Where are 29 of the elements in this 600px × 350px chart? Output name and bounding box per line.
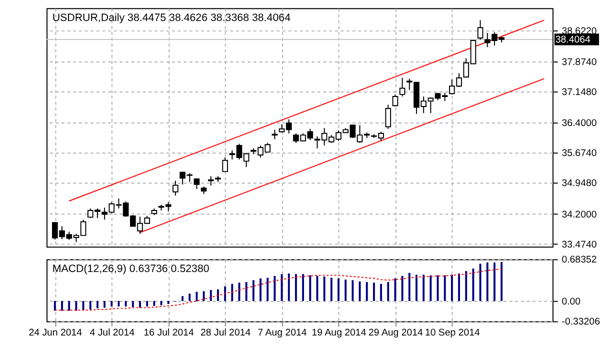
- candlestick: [399, 77, 406, 97]
- y-tick-label: 37.8740: [562, 56, 598, 68]
- chart-title: USDRUR,Daily 38.4475 38.4626 38.3368 38.4064: [52, 12, 291, 24]
- x-tick-label: 10 Sep 2014: [424, 327, 481, 338]
- x-tick-label: 4 Jul 2014: [90, 327, 136, 338]
- candlestick: [477, 20, 484, 40]
- x-tick-label: 7 Aug 2014: [258, 327, 308, 338]
- chart-title: MACD(12,26,9) 0.63736 0.52380: [52, 262, 210, 275]
- candlestick: [172, 180, 178, 196]
- x-tick-label: 19 Aug 2014: [312, 327, 367, 338]
- y-tick-label: 34.9480: [562, 178, 598, 190]
- y-tick-label: 35.6740: [562, 148, 598, 160]
- x-tick-label: 16 Jul 2014: [144, 327, 194, 338]
- candlestick: [222, 156, 228, 172]
- y-tick-label: 37.1480: [562, 87, 598, 98]
- y-tick-label: 0.68352: [562, 254, 597, 266]
- y-tick-label: 36.4000: [562, 118, 598, 130]
- candlestick: [392, 94, 398, 107]
- y-tick-label: 0.00: [562, 296, 582, 308]
- y-tick-label: 34.2000: [562, 209, 598, 220]
- candlestick: [385, 104, 392, 130]
- y-tick-label: 33.4740: [562, 239, 598, 250]
- ref-line-label: 38.4064: [555, 34, 592, 46]
- candlestick: [208, 176, 214, 186]
- y-tick-label: -0.33206: [562, 316, 600, 328]
- x-tick-label: 24 Jun 2014: [28, 327, 83, 338]
- x-tick-label: 28 Jul 2014: [200, 327, 252, 338]
- x-tick-label: 29 Aug 2014: [368, 327, 424, 338]
- candlestick: [194, 178, 200, 190]
